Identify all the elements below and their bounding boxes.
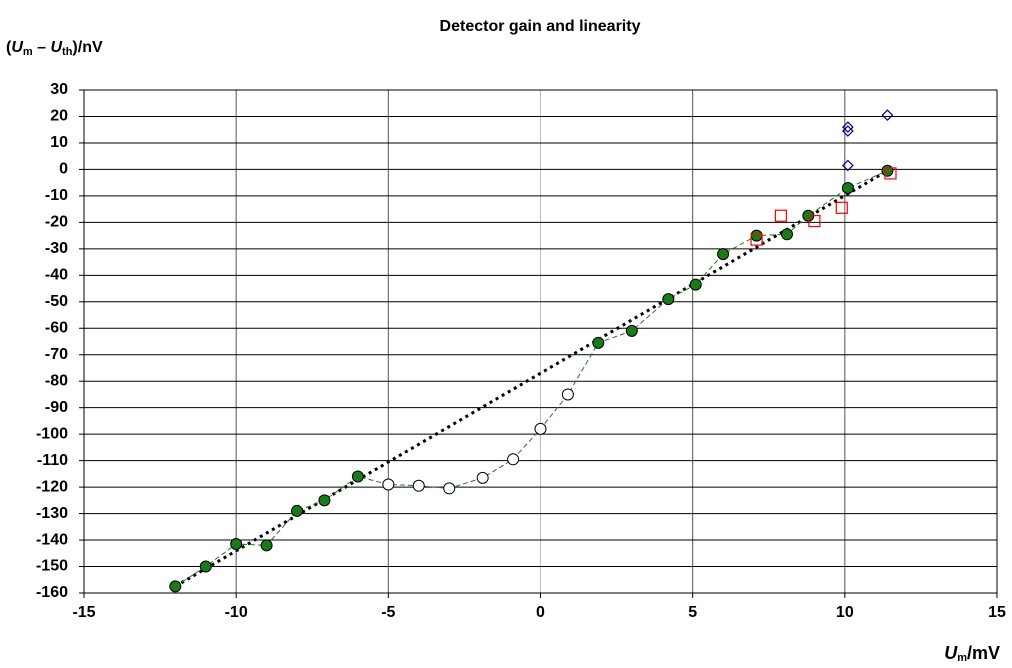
data-point — [476, 471, 489, 484]
y-tick-label: -60 — [45, 319, 68, 336]
y-tick-label: -70 — [45, 346, 68, 363]
y-tick-label: -150 — [36, 558, 68, 575]
data-point — [781, 228, 794, 241]
x-tick-label: -5 — [381, 604, 395, 621]
y-tick-label: -10 — [45, 187, 68, 204]
data-point — [351, 470, 364, 483]
y-tick-label: -40 — [45, 267, 68, 284]
y-tick-label: 10 — [50, 134, 68, 151]
x-tick-label: 15 — [988, 604, 1006, 621]
data-point — [881, 164, 894, 177]
data-point — [443, 482, 456, 495]
data-point — [291, 504, 304, 517]
data-point — [412, 479, 425, 492]
data-point — [835, 201, 848, 214]
y-tick-label: -50 — [45, 293, 68, 310]
data-point — [842, 121, 854, 133]
data-point — [662, 293, 675, 306]
x-tick-label: 5 — [688, 604, 697, 621]
y-tick-label: -160 — [36, 584, 68, 601]
data-point — [842, 159, 854, 172]
x-axis-label: Um/mV — [944, 643, 1000, 664]
data-point — [774, 209, 788, 222]
y-tick-label: -130 — [36, 505, 68, 522]
data-point — [717, 248, 730, 261]
data-point — [884, 167, 897, 180]
data-point — [561, 388, 574, 401]
data-point — [507, 453, 520, 466]
y-axis-label: (Um – Uth)/nV — [6, 39, 103, 58]
fit-line — [174, 169, 889, 588]
y-tick-label: -120 — [36, 478, 68, 495]
chart-title: Detector gain and linearity — [440, 18, 641, 35]
y-tick-label: 30 — [50, 81, 68, 98]
y-tick-label: -80 — [45, 372, 68, 389]
data-point — [199, 560, 212, 573]
data-point — [841, 181, 854, 194]
data-point — [592, 336, 605, 349]
data-point — [881, 109, 894, 121]
y-tick-label: -100 — [36, 425, 68, 442]
data-point — [689, 278, 702, 291]
plot-border — [83, 89, 998, 594]
y-tick-label: -110 — [37, 452, 68, 469]
data-point — [260, 539, 273, 552]
data-point — [750, 233, 763, 246]
y-tick-label: -90 — [45, 399, 68, 416]
data-point — [169, 580, 182, 593]
x-tick-label: 0 — [536, 604, 545, 621]
y-tick-label: -140 — [36, 531, 68, 548]
y-tick-label: 0 — [59, 161, 68, 178]
x-tick-label: -15 — [72, 604, 95, 621]
data-point — [230, 538, 243, 551]
data-point — [750, 229, 763, 242]
y-tick-label: -30 — [45, 240, 68, 257]
data-point — [318, 494, 331, 507]
x-tick-label: -10 — [225, 604, 248, 621]
data-point — [808, 214, 821, 228]
data-point — [625, 324, 638, 337]
y-tick-label: 20 — [50, 108, 68, 125]
x-tick-label: 10 — [836, 604, 854, 621]
data-point — [382, 478, 395, 491]
data-point — [534, 422, 547, 435]
y-tick-label: -20 — [45, 214, 68, 231]
